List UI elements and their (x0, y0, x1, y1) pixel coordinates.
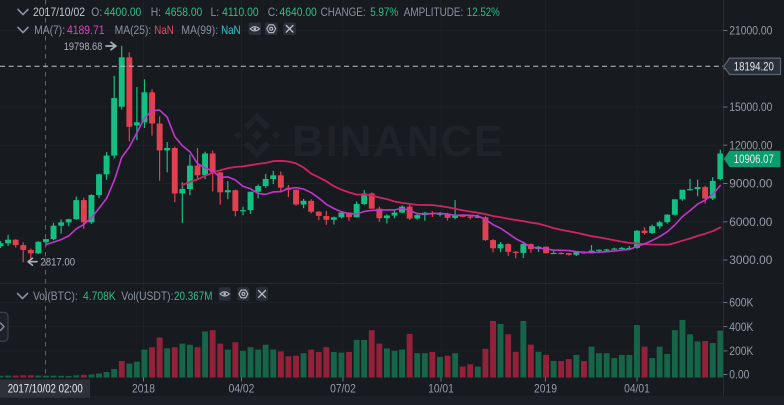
svg-text:3000.00: 3000.00 (729, 253, 772, 267)
svg-text:20.367M: 20.367M (174, 289, 213, 303)
svg-text:12.52%: 12.52% (467, 5, 500, 19)
svg-text:2017/10/02: 2017/10/02 (33, 5, 85, 19)
svg-text:21000.00: 21000.00 (729, 24, 772, 38)
svg-text:400K: 400K (729, 320, 753, 334)
svg-text:2019: 2019 (534, 382, 557, 396)
svg-text:MA(25):: MA(25): (115, 23, 152, 37)
svg-text:CHANGE:: CHANGE: (321, 5, 366, 19)
svg-text:0.00: 0.00 (729, 368, 749, 382)
svg-text:4400.00: 4400.00 (104, 5, 142, 19)
svg-text:19798.68: 19798.68 (64, 41, 103, 53)
svg-text:07/02: 07/02 (330, 382, 356, 396)
svg-text:2017/10/02 02:00: 2017/10/02 02:00 (8, 381, 83, 395)
svg-text:18194.20: 18194.20 (734, 60, 774, 74)
svg-text:C:: C: (268, 5, 278, 19)
svg-text:O:: O: (91, 5, 102, 19)
svg-text:200K: 200K (729, 344, 753, 358)
svg-text:H:: H: (151, 5, 161, 19)
svg-text:15000.00: 15000.00 (729, 100, 772, 114)
svg-text:12000.00: 12000.00 (729, 138, 772, 152)
svg-text:4640.00: 4640.00 (280, 5, 318, 19)
svg-text:10906.07: 10906.07 (734, 152, 774, 166)
svg-text:L:: L: (211, 5, 220, 19)
svg-text:2817.00: 2817.00 (40, 257, 75, 269)
svg-text:4189.71: 4189.71 (67, 23, 105, 37)
svg-text:AMPLITUDE:: AMPLITUDE: (404, 5, 464, 19)
svg-text:NaN: NaN (221, 23, 241, 37)
svg-text:04/01: 04/01 (624, 382, 650, 396)
svg-text:Vol(USDT):: Vol(USDT): (121, 289, 173, 303)
svg-text:Vol(BTC):: Vol(BTC): (33, 289, 78, 303)
svg-text:MA(99):: MA(99): (181, 23, 218, 37)
svg-text:NaN: NaN (154, 23, 174, 37)
svg-text:4658.00: 4658.00 (165, 5, 203, 19)
svg-text:BINANCE: BINANCE (292, 117, 505, 166)
svg-text:10/01: 10/01 (428, 382, 454, 396)
svg-text:5.97%: 5.97% (370, 5, 398, 19)
svg-text:04/02: 04/02 (229, 382, 255, 396)
svg-text:600K: 600K (729, 296, 753, 310)
svg-text:MA(7):: MA(7): (34, 23, 65, 37)
svg-text:9000.00: 9000.00 (729, 177, 772, 191)
svg-text:4110.00: 4110.00 (222, 5, 259, 19)
svg-text:4.708K: 4.708K (83, 289, 116, 303)
svg-text:2018: 2018 (132, 382, 155, 396)
svg-text:6000.00: 6000.00 (729, 215, 772, 229)
